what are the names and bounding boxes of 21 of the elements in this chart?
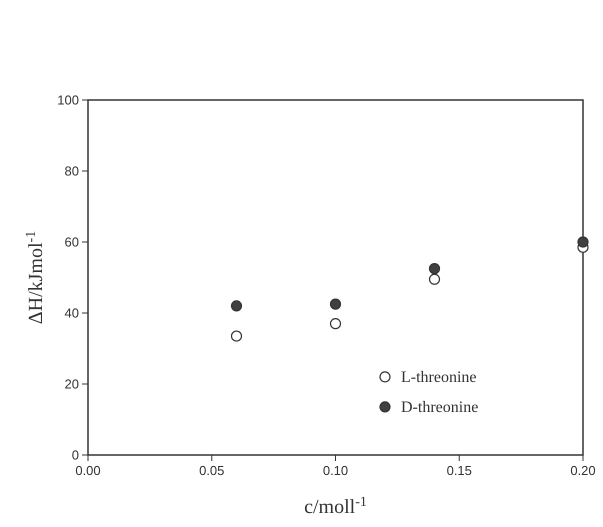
x-tick-label: 0.10 xyxy=(322,463,348,478)
x-axis-title: c/moll$^{-1}$ xyxy=(304,494,367,518)
x-tick-label: 0.00 xyxy=(75,463,101,478)
y-tick-label: 20 xyxy=(64,376,79,392)
point xyxy=(577,236,589,248)
point xyxy=(428,274,440,285)
x-tick-label: 0.15 xyxy=(446,463,472,478)
point xyxy=(428,263,440,274)
point xyxy=(330,318,342,330)
y-tick-label: 0 xyxy=(72,448,79,462)
x-tick-label: 0.05 xyxy=(199,463,224,478)
point xyxy=(230,300,242,312)
x-tick-label: 0.20 xyxy=(570,463,596,478)
point xyxy=(230,330,242,342)
legend-label: L-threonine xyxy=(401,368,477,386)
y-tick-label: 60 xyxy=(64,234,79,250)
y-tick-label: 80 xyxy=(64,164,79,178)
point xyxy=(330,298,342,310)
legend-label: D-threonine xyxy=(401,398,478,416)
y-tick-label: 100 xyxy=(57,92,79,108)
y-tick-label: 40 xyxy=(64,306,79,320)
